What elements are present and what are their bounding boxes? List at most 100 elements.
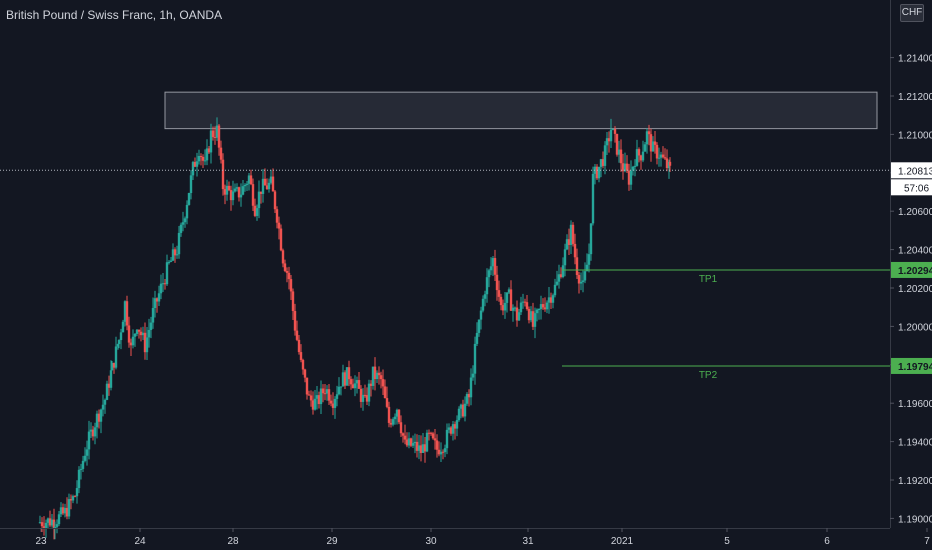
candle-body <box>411 443 415 446</box>
candle-body <box>427 432 431 434</box>
candle-body <box>311 400 315 410</box>
currency-badge[interactable]: CHF <box>900 4 924 22</box>
candle-body <box>213 136 217 138</box>
candle-body <box>335 394 339 399</box>
candle-body <box>175 254 179 256</box>
candle-body <box>161 283 165 285</box>
candle-body <box>625 163 629 171</box>
candle-body <box>407 438 411 446</box>
candle-body <box>619 149 623 164</box>
candle-body <box>187 193 191 205</box>
price-tick-label: 1.19600 <box>898 399 932 410</box>
candle-body <box>415 441 419 451</box>
candle-body <box>363 394 367 396</box>
candle-body <box>305 377 309 395</box>
resistance-zone <box>164 91 878 130</box>
candle-body <box>229 190 233 201</box>
candle-body <box>607 138 611 142</box>
candle-body <box>273 191 277 210</box>
candle-body <box>199 155 203 157</box>
candle-body <box>509 289 513 311</box>
candle-body <box>551 295 555 303</box>
candle-body <box>123 301 127 322</box>
candle-body <box>399 422 403 434</box>
candle-body <box>557 274 561 282</box>
candle-body <box>531 311 535 327</box>
candle-body <box>151 307 155 323</box>
candle-body <box>307 394 311 396</box>
candle-body <box>653 141 657 145</box>
candle-body <box>635 149 639 166</box>
tp2-price-badge <box>891 357 932 374</box>
candle-body <box>337 386 341 395</box>
candle-body <box>157 293 161 302</box>
candle-body <box>645 131 649 145</box>
candle-body <box>241 186 245 195</box>
candle-body <box>249 175 253 185</box>
candle-body <box>61 507 65 514</box>
candle-body <box>545 302 549 310</box>
time-tick-label: 30 <box>425 536 437 547</box>
candle-body <box>225 185 229 195</box>
candle-body <box>55 524 59 527</box>
candle-body <box>657 157 661 159</box>
candle-body <box>277 222 281 229</box>
candle-body <box>637 149 641 156</box>
candle-body <box>105 383 109 400</box>
candle-body <box>365 395 369 402</box>
candle-body <box>163 283 167 285</box>
candle-body <box>423 444 427 452</box>
candle-body <box>247 175 251 184</box>
candle-body <box>83 455 87 461</box>
candle-body <box>403 435 407 440</box>
candle-body <box>315 395 319 399</box>
candle-body <box>257 191 261 209</box>
candle-body <box>503 302 507 311</box>
candle-body <box>71 496 75 501</box>
candle-body <box>643 144 647 152</box>
candle-body <box>319 388 323 405</box>
candle-body <box>663 157 667 159</box>
candle-body <box>85 449 89 456</box>
candle-body <box>611 128 615 130</box>
candle-body <box>589 223 593 255</box>
candle-body <box>112 362 116 368</box>
candle-body <box>605 138 609 146</box>
candle-body <box>395 409 399 417</box>
candle-body <box>141 332 145 336</box>
candle-body <box>87 431 91 450</box>
candle-body <box>255 208 259 216</box>
chart-title: British Pound / Swiss Franc, 1h, OANDA <box>6 8 223 22</box>
candle-body <box>435 440 439 450</box>
candle-body <box>483 294 487 299</box>
candle-body <box>177 232 181 255</box>
candle-body <box>561 265 565 277</box>
candle-body <box>209 130 213 153</box>
candle-body <box>291 291 295 312</box>
candle-body <box>53 526 57 529</box>
candle-body <box>233 188 237 192</box>
candle-body <box>533 313 537 327</box>
price-tick-label: 1.20400 <box>898 246 932 257</box>
candle-body <box>437 449 441 455</box>
candle-body <box>471 373 475 378</box>
candle-body <box>211 130 215 137</box>
price-tick-label: 1.20600 <box>898 207 932 218</box>
candle-body <box>649 134 653 152</box>
candle-body <box>655 144 659 159</box>
candle-body <box>495 274 499 291</box>
candle-body <box>139 331 143 336</box>
candle-body <box>191 162 195 176</box>
tp1-price-label: 1.20294 <box>898 266 932 277</box>
candle-body <box>469 377 473 398</box>
candle-body <box>583 271 587 281</box>
candle-body <box>475 332 479 344</box>
candle-body <box>143 332 147 353</box>
candle-body <box>251 184 255 206</box>
candle-body <box>101 404 105 410</box>
candle-body <box>116 344 120 347</box>
candle-body <box>451 424 455 434</box>
candle-body <box>623 163 627 172</box>
candle-body <box>295 330 299 340</box>
